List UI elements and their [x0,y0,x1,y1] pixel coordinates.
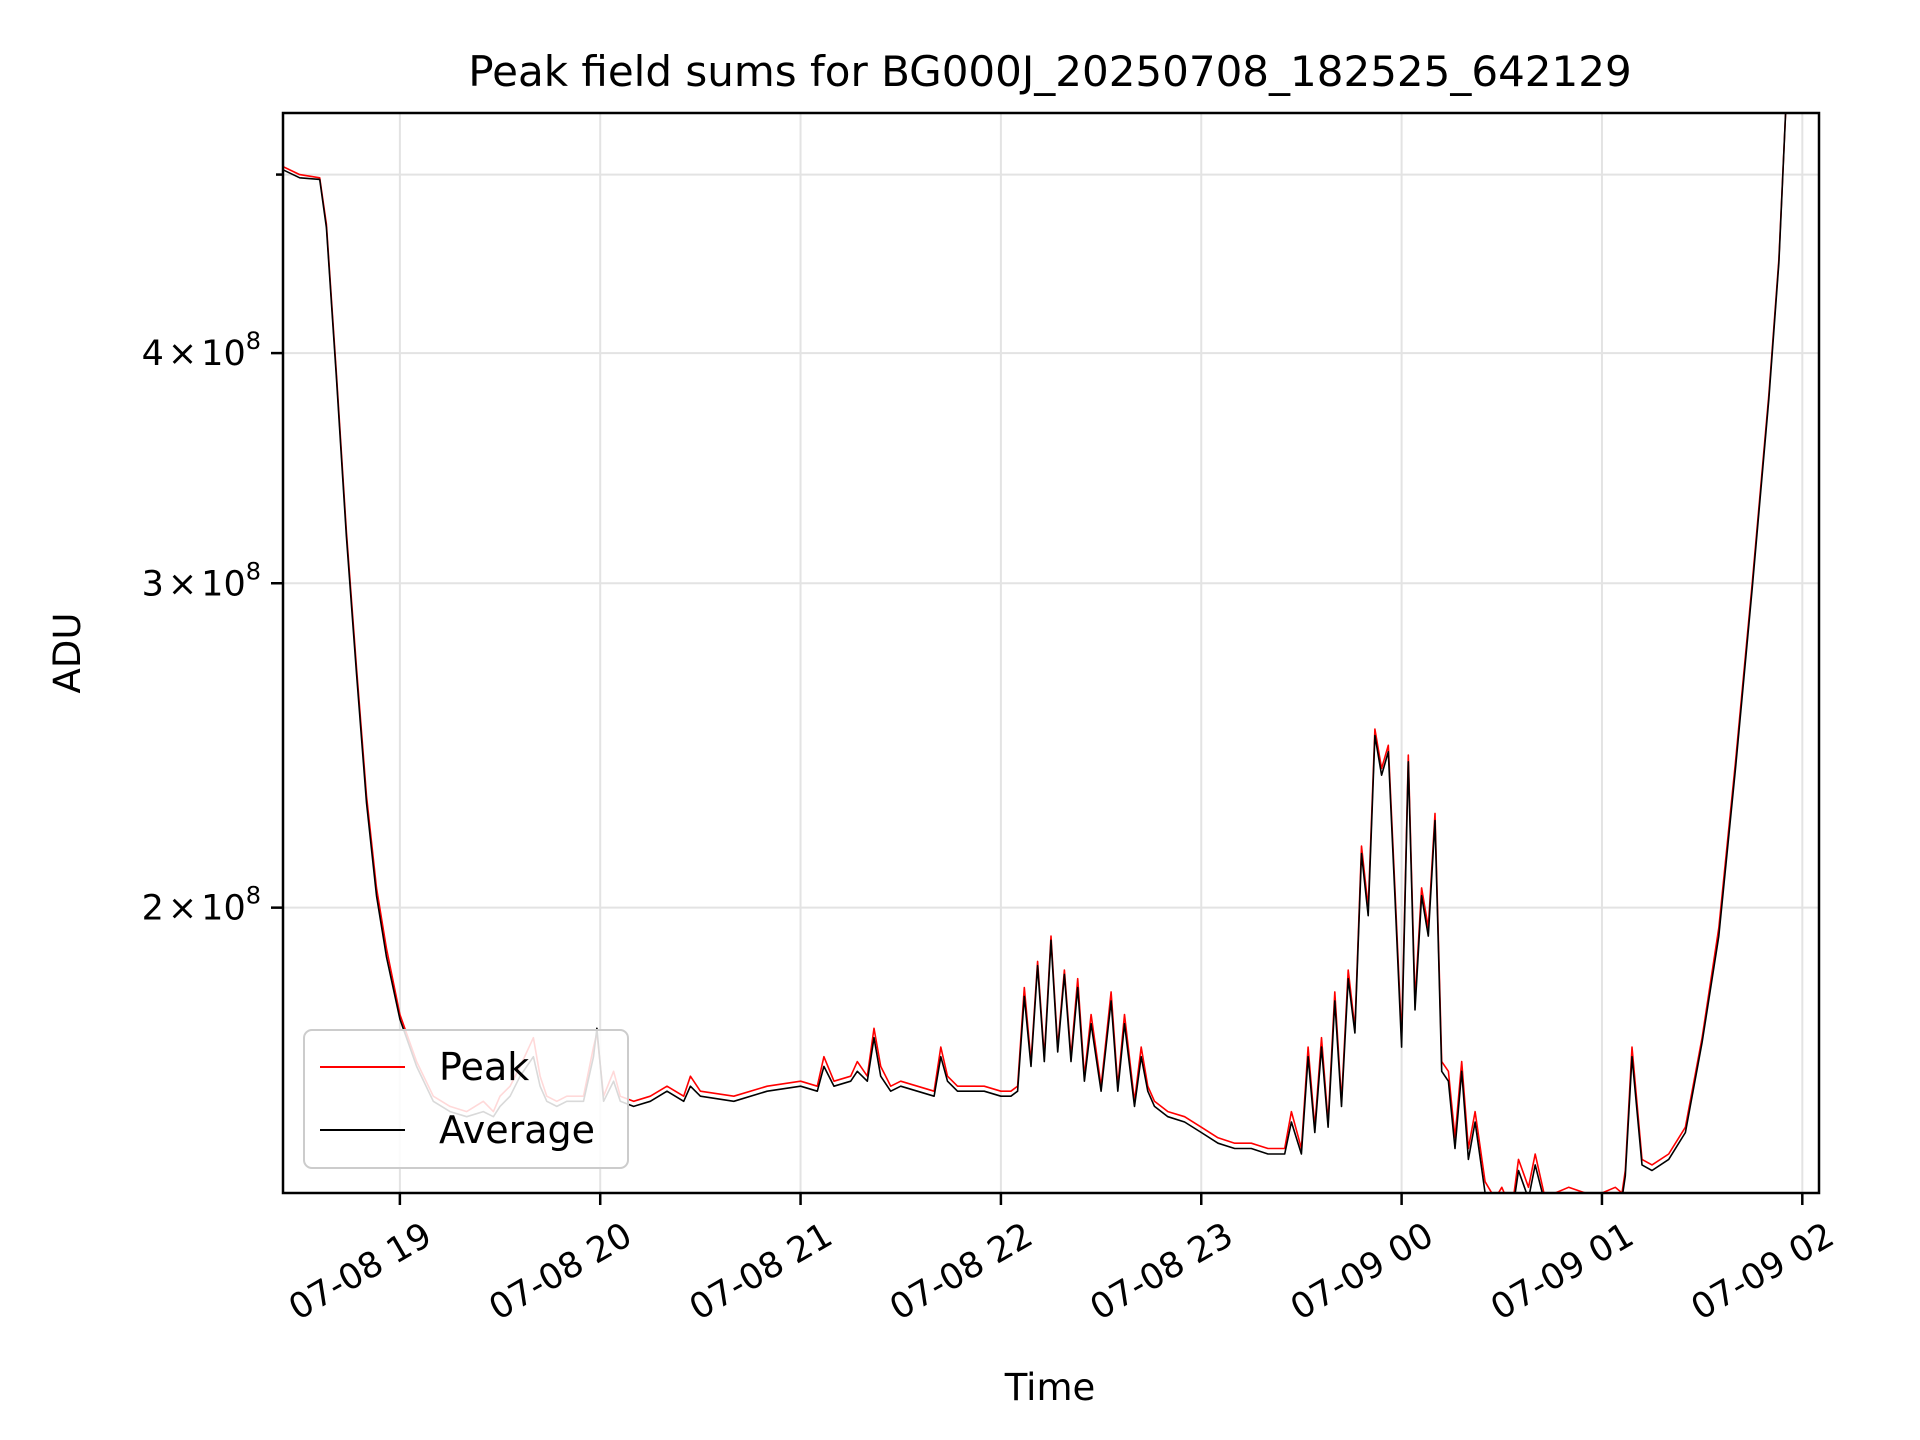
legend: Peak Average [303,1029,629,1169]
grid-lines [283,113,1819,1193]
legend-box [303,1029,629,1169]
legend-label-average: Average [439,1108,595,1152]
y-tick-label: 2 × 108 [142,882,261,929]
y-axis-label: ADU [46,613,89,694]
plot-frame [281,111,1821,1195]
legend-label-peak: Peak [439,1045,529,1089]
y-axis-ticks: 2 × 108 3 × 108 4 × 108 [142,173,283,929]
y-tick-label: 3 × 108 [142,557,261,604]
y-tick-label: 4 × 108 [142,327,261,374]
x-axis-label: Time [1004,1366,1096,1409]
chart-title: Peak field sums for BG000J_20250708_1825… [468,47,1631,96]
